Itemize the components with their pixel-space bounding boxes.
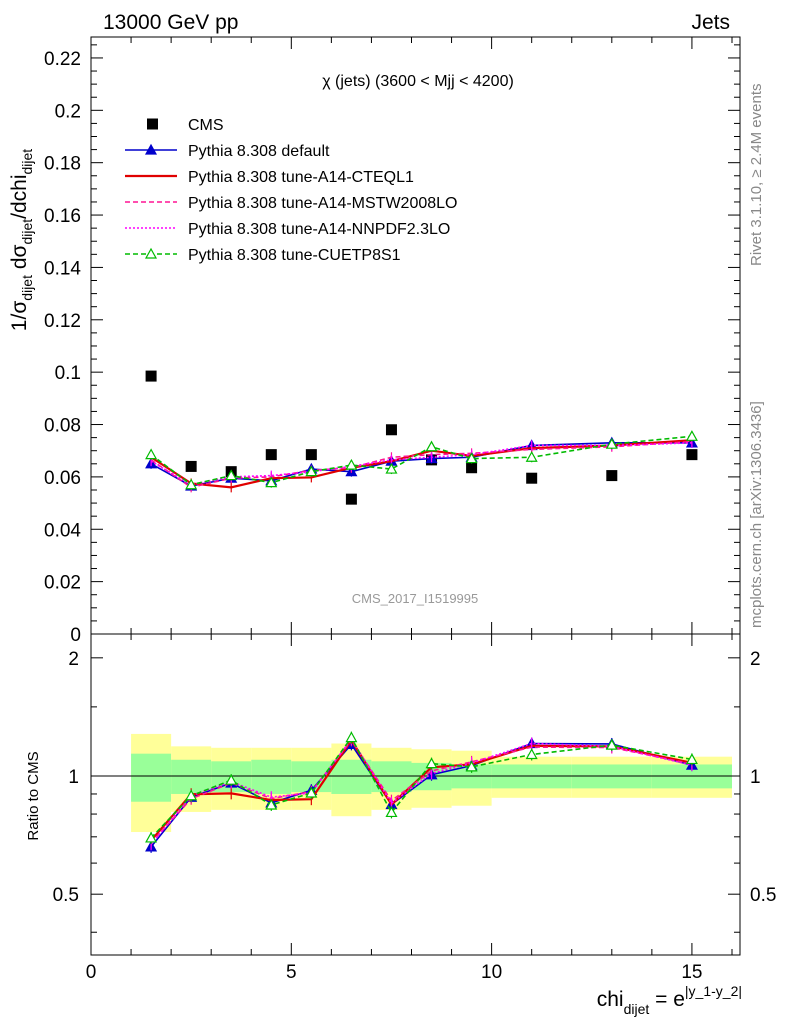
y-tick-label: 0.14	[44, 258, 81, 279]
ratio-tick-label: 2	[750, 649, 761, 670]
y-tick-label: 0.04	[44, 520, 81, 541]
series-5	[145, 430, 698, 490]
y-axis-label-main: 1/σdijet dσdijet/dchidijet	[8, 149, 35, 331]
point-marker	[685, 753, 698, 765]
point-marker	[145, 831, 158, 843]
series-line	[150, 439, 692, 489]
plot-title: χ (jets) (3600 < Mjj < 4200)	[322, 73, 514, 90]
legend-entry-1: Pythia 8.308 default	[125, 143, 330, 160]
legend-entry-5: Pythia 8.308 tune-CUETP8S1	[125, 247, 401, 264]
data-point	[185, 460, 197, 472]
y-tick-label: 0.02	[44, 573, 81, 594]
data-point	[606, 470, 618, 482]
point-marker	[465, 452, 478, 464]
point-marker	[265, 476, 278, 488]
point-marker	[265, 798, 278, 810]
point-marker	[305, 786, 318, 798]
y-tick-label: 0.06	[44, 468, 81, 489]
legend-entry-3: Pythia 8.308 tune-A14-MSTW2008LO	[125, 195, 457, 212]
point-marker	[305, 465, 318, 477]
ratio-tick-label: 0.5	[750, 885, 776, 906]
legend-marker	[144, 247, 158, 259]
point-marker	[225, 469, 238, 481]
y-tick-label: 0.22	[44, 49, 81, 70]
legend-label: Pythia 8.308 tune-CUETP8S1	[188, 247, 401, 264]
y-tick-label: 0.18	[44, 154, 81, 175]
point-marker	[345, 731, 358, 743]
legend-entry-4: Pythia 8.308 tune-A14-NNPDF2.3LO	[125, 221, 450, 238]
y-tick-label: 0.1	[55, 363, 81, 384]
y-tick-label: 0.16	[44, 206, 81, 227]
legend: CMS Pythia 8.308 default Pythia 8.308 tune…	[125, 117, 457, 264]
point-marker	[185, 478, 198, 490]
point-marker	[385, 806, 398, 818]
ratio-line	[150, 738, 693, 844]
ratio-series-5	[145, 731, 698, 844]
series-line	[150, 440, 692, 489]
y-tick-label: 0.08	[44, 416, 81, 437]
y-axis-label-ratio: Ratio to CMS	[25, 751, 42, 840]
ratio-line	[150, 737, 693, 845]
ratio-tick-label: 1	[750, 767, 761, 788]
rivet-version-label: Rivet 3.1.10, ≥ 2.4M events	[748, 84, 765, 267]
series-line	[150, 435, 693, 486]
legend-label: Pythia 8.308 tune-A14-CTEQL1	[188, 169, 414, 186]
point-marker	[225, 773, 238, 785]
data-point	[526, 472, 538, 484]
watermark: CMS_2017_I1519995	[352, 591, 479, 606]
legend-entry-2: Pythia 8.308 tune-A14-CTEQL1	[125, 169, 414, 186]
legend-label: CMS	[188, 117, 224, 134]
legend-label: Pythia 8.308 tune-A14-NNPDF2.3LO	[188, 221, 450, 238]
point-marker	[345, 458, 358, 470]
point-marker	[145, 448, 158, 460]
x-tick-label: 5	[286, 962, 297, 983]
legend-marker	[147, 118, 158, 130]
point-marker	[685, 430, 698, 441]
legend-marker	[144, 143, 158, 155]
point-marker	[385, 462, 398, 474]
x-tick-label: 10	[481, 962, 502, 983]
point-marker	[525, 451, 538, 462]
source-label: mcplots.cern.ch [arXiv:1306.3436]	[748, 401, 765, 628]
energy-label: 13000 GeV pp	[103, 11, 238, 34]
data-point	[385, 424, 397, 436]
x-axis-label: chidijet = e|y_1-y_2|	[597, 983, 742, 1017]
ratio-tick-label: 0.5	[53, 885, 79, 906]
x-tick-label: 0	[86, 962, 97, 983]
data-point	[345, 493, 357, 505]
legend-entry-0: CMS	[147, 117, 224, 134]
uncertainty-band-inner	[251, 759, 292, 794]
y-tick-label: 0	[70, 625, 81, 646]
x-tick-label: 15	[681, 962, 702, 983]
y-tick-label: 0.12	[44, 311, 81, 332]
data-point	[305, 449, 317, 461]
point-marker	[605, 437, 618, 449]
ratio-panel: 0 5 10 15 0.5 0.5 1 1 2 2	[53, 633, 776, 983]
point-marker	[425, 757, 438, 769]
y-tick-label: 0.2	[55, 101, 81, 122]
point-marker	[185, 789, 198, 801]
main-panel: 0 0.02 0.04 0.06 0.08 0.1 0.12 0.14 0.16 0.18 0.2 0…	[44, 36, 741, 646]
process-label: Jets	[691, 11, 730, 34]
point-marker	[425, 440, 438, 452]
ratio-tick-label: 1	[68, 767, 79, 788]
series-line	[150, 442, 692, 486]
ratio-line	[150, 738, 693, 842]
legend-label: Pythia 8.308 default	[188, 143, 330, 160]
series-0	[145, 370, 698, 505]
data-point	[686, 449, 698, 461]
data-point	[265, 449, 277, 461]
point-marker	[525, 748, 538, 760]
data-point	[466, 462, 478, 474]
point-marker	[465, 760, 478, 772]
uncertainty-band-inner	[131, 753, 172, 802]
legend-label: Pythia 8.308 tune-A14-MSTW2008LO	[188, 195, 457, 212]
ratio-frame	[90, 633, 741, 956]
data-point	[145, 370, 157, 382]
ratio-line	[150, 736, 693, 839]
point-marker	[605, 738, 618, 750]
ratio-tick-label: 2	[68, 649, 79, 670]
